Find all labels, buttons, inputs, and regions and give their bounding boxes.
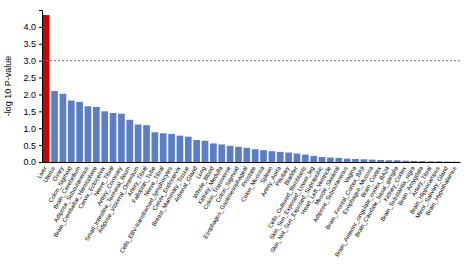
threshold-line: [42, 60, 460, 61]
bar: [260, 150, 267, 162]
bar: [152, 132, 159, 162]
bar: [118, 114, 125, 162]
bar: [319, 157, 326, 162]
y-tick-label: 2.0: [23, 90, 36, 100]
x-axis-line: [43, 162, 461, 163]
y-tick-label: 2.5: [23, 73, 36, 83]
y-tick-label: 1.5: [23, 107, 36, 117]
bar: [285, 153, 292, 162]
bar: [143, 125, 150, 162]
bar: [51, 91, 58, 162]
bar: [93, 107, 100, 162]
bar: [411, 161, 418, 162]
x-tick: Esophagus_Gastroesophageal: [202, 165, 248, 239]
y-tick-label: 0.0: [23, 157, 36, 167]
chart: 0.0 0.5 1.0 1.5 2.0 2.5 3.0 3.5 4.0 LiverUterusOv…: [0, 0, 468, 276]
bar: [344, 159, 351, 162]
x-tick: Brain_Hypothalamus: [424, 165, 457, 216]
x-tick-label: Breast_Mammary_Tissue: [151, 165, 191, 228]
bar: [76, 102, 83, 162]
bar: [269, 151, 276, 162]
x-tick-label: Esophagus_Gastroesophageal: [202, 165, 248, 239]
y-axis: 0.0 0.5 1.0 1.5 2.0 2.5 3.0 3.5 4.0: [23, 11, 42, 168]
y-tick: 1.5: [23, 107, 42, 117]
y-axis-line: [39, 11, 43, 163]
x-tick-label: Small_Intestine_Terminal_Ileum: [84, 165, 132, 242]
y-tick-mark: [39, 128, 42, 129]
x-tick-label: Brain_Hypothalamus: [424, 165, 457, 216]
y-tick-mark: [39, 111, 42, 112]
y-tick: 3.0: [23, 56, 42, 66]
y-tick: 1.0: [23, 124, 42, 134]
bar: [126, 120, 133, 162]
bar: [436, 161, 443, 162]
bar: [444, 161, 451, 162]
y-tick-mark: [39, 61, 42, 62]
bar: [361, 159, 368, 162]
x-tick-label: Brain_Anterior_cingulate_cortex_BA24: [334, 165, 391, 258]
plot: 0.0 0.5 1.0 1.5 2.0 2.5 3.0 3.5 4.0 LiverUterusOv…: [3, 11, 461, 258]
bar: [352, 159, 359, 162]
y-tick-label: 4.0: [23, 22, 36, 32]
bar: [60, 94, 67, 162]
y-tick-mark: [39, 78, 42, 79]
bar: [452, 161, 459, 162]
bar: [252, 149, 259, 162]
bar: [394, 160, 401, 162]
y-axis-title: -log 10 P-value: [3, 56, 13, 117]
x-tick: Small_Intestine_Terminal_Ileum: [84, 165, 132, 242]
bar: [202, 141, 209, 162]
y-tick-mark: [39, 162, 42, 163]
y-tick-mark: [39, 27, 42, 28]
y-tick-label: 3.0: [23, 56, 36, 66]
x-tick: Breast_Mammary_Tissue: [151, 165, 191, 228]
bar: [377, 160, 384, 162]
y-tick-label: 0.5: [23, 140, 36, 150]
y-tick: 4.0: [23, 22, 42, 32]
bar: [135, 125, 142, 162]
bar: [218, 144, 225, 162]
bar: [168, 134, 175, 162]
bar: [43, 15, 50, 162]
bar: [193, 140, 200, 162]
bar: [185, 137, 192, 162]
bar: [427, 161, 434, 162]
bar: [101, 111, 108, 162]
bar: [210, 143, 217, 162]
bar: [419, 161, 426, 162]
bar: [85, 106, 92, 162]
x-tick: Brain_Anterior_cingulate_cortex_BA24: [334, 165, 391, 258]
x-axis: LiverUterusOvaryColon_SigmoidBrain_Cereb…: [36, 163, 460, 258]
bar: [386, 160, 393, 162]
bar: [68, 101, 75, 162]
y-tick: 0.5: [23, 140, 42, 150]
bar: [294, 154, 301, 162]
bar: [243, 148, 250, 162]
bar: [335, 158, 342, 162]
bar: [110, 113, 117, 162]
y-tick: 0.0: [23, 157, 42, 167]
bar: [227, 146, 234, 162]
bar: [160, 133, 167, 162]
y-tick-mark: [39, 145, 42, 146]
bar: [277, 152, 284, 162]
bar: [369, 160, 376, 162]
bar: [310, 156, 317, 162]
y-tick: 2.0: [23, 90, 42, 100]
x-tick: Skin_Not_Sun_Exposed_Suprapubic: [269, 165, 324, 254]
bar: [177, 136, 184, 162]
y-tick: 3.5: [23, 39, 42, 49]
y-tick-label: 1.0: [23, 124, 36, 134]
bar: [402, 161, 409, 162]
y-tick-label: 3.5: [23, 39, 36, 49]
y-tick-mark: [39, 44, 42, 45]
bar: [327, 158, 334, 162]
y-tick: 2.5: [23, 73, 42, 83]
x-tick-label: Skin_Not_Sun_Exposed_Suprapubic: [269, 165, 324, 254]
y-tick-mark: [39, 94, 42, 95]
bar: [302, 155, 309, 162]
bar: [235, 147, 242, 162]
bars: [42, 15, 460, 162]
